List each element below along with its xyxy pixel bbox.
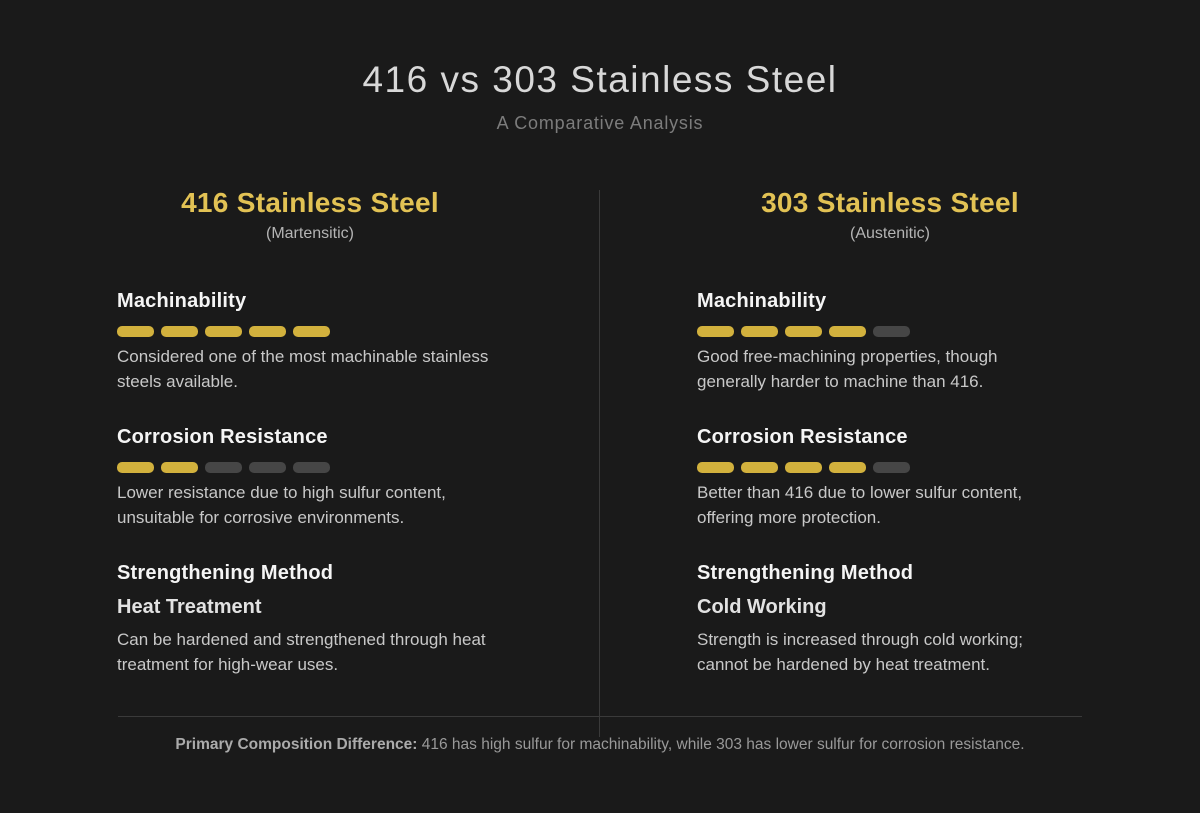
footer-divider (118, 716, 1082, 717)
rating-bar (697, 326, 1083, 337)
rating-segment (697, 326, 734, 337)
column-416-name: 416 Stainless Steel (181, 187, 439, 218)
rating-segment (117, 326, 154, 337)
column-416-type: (Martensitic) (265, 225, 354, 242)
section-description: Better than 416 due to lower sulfur cont… (697, 483, 1023, 527)
rating-segment (293, 462, 330, 473)
header: 416 vs 303 Stainless Steel A Comparative… (0, 0, 1200, 134)
rating-segment (161, 462, 198, 473)
rating-segment (293, 326, 330, 337)
comparison-columns: 416 Stainless Steel (Martensitic) Machin… (0, 186, 1200, 707)
column-303: 303 Stainless Steel (Austenitic) Machina… (697, 186, 1083, 707)
strengthening-method-value: Heat Treatment (117, 596, 262, 618)
rating-segment (873, 326, 910, 337)
rating-segment (785, 326, 822, 337)
footer-note-label: Primary Composition Difference: (175, 736, 418, 753)
footer-note-text: 416 has high sulfur for machinability, w… (421, 736, 1025, 753)
rating-segment (741, 462, 778, 473)
section-description: Strength is increased through cold worki… (697, 630, 1024, 674)
section-title: Strengthening Method (117, 562, 334, 584)
section-title: Machinability (697, 290, 827, 312)
section-416-corrosion: Corrosion Resistance Lower resistance du… (117, 424, 503, 530)
rating-segment (741, 326, 778, 337)
section-description: Can be hardened and strengthened through… (117, 630, 486, 674)
rating-segment (785, 462, 822, 473)
section-title: Corrosion Resistance (697, 426, 908, 448)
section-416-strengthening: Strengthening Method Heat Treatment Can … (117, 560, 503, 677)
rating-segment (161, 326, 198, 337)
section-303-corrosion: Corrosion Resistance Better than 416 due… (697, 424, 1083, 530)
section-description: Good free-machining properties, though g… (697, 347, 998, 391)
section-title: Machinability (117, 290, 247, 312)
rating-bar (117, 462, 503, 473)
column-416: 416 Stainless Steel (Martensitic) Machin… (117, 186, 503, 707)
rating-segment (249, 326, 286, 337)
column-303-name: 303 Stainless Steel (761, 187, 1019, 218)
rating-segment (249, 462, 286, 473)
section-description: Lower resistance due to high sulfur cont… (117, 483, 446, 527)
column-416-sections: Machinability Considered one of the most… (117, 288, 503, 677)
rating-segment (873, 462, 910, 473)
rating-segment (205, 462, 242, 473)
section-title: Corrosion Resistance (117, 426, 328, 448)
rating-segment (829, 462, 866, 473)
rating-bar (117, 326, 503, 337)
section-title: Strengthening Method (697, 562, 914, 584)
page-subtitle: A Comparative Analysis (496, 113, 704, 133)
rating-segment (697, 462, 734, 473)
section-303-strengthening: Strengthening Method Cold Working Streng… (697, 560, 1083, 677)
strengthening-method-value: Cold Working (697, 596, 827, 618)
page-title: 416 vs 303 Stainless Steel (362, 59, 838, 100)
column-416-header: 416 Stainless Steel (Martensitic) (117, 186, 503, 244)
footer: Primary Composition Difference: 416 has … (0, 716, 1200, 755)
section-303-machinability: Machinability Good free-machining proper… (697, 288, 1083, 394)
column-303-sections: Machinability Good free-machining proper… (697, 288, 1083, 677)
column-303-header: 303 Stainless Steel (Austenitic) (697, 186, 1083, 244)
section-416-machinability: Machinability Considered one of the most… (117, 288, 503, 394)
rating-segment (205, 326, 242, 337)
rating-segment (829, 326, 866, 337)
column-divider (599, 190, 600, 737)
section-description: Considered one of the most machinable st… (117, 347, 489, 391)
column-303-type: (Austenitic) (849, 225, 931, 242)
rating-bar (697, 462, 1083, 473)
footer-note: Primary Composition Difference: 416 has … (0, 735, 1200, 755)
rating-segment (117, 462, 154, 473)
